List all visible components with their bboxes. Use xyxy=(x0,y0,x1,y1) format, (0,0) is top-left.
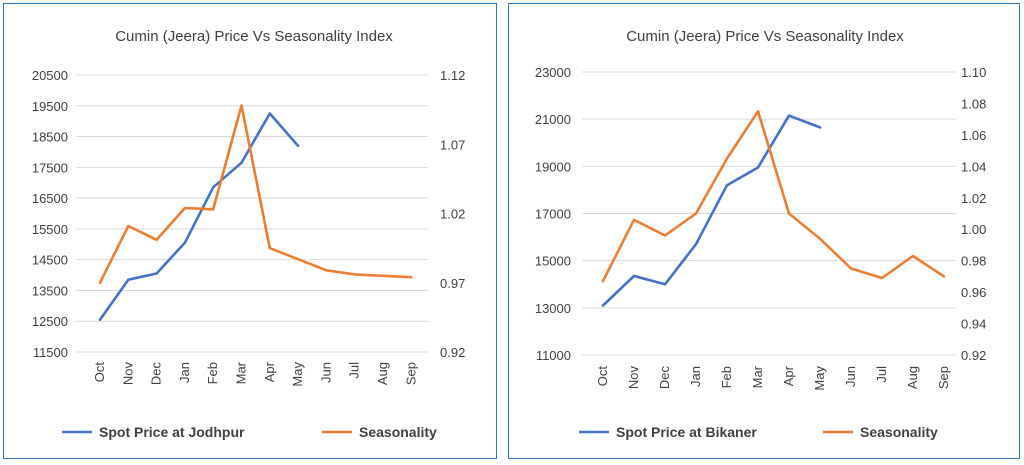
x-tick-label: Oct xyxy=(595,366,610,387)
y-right-tick-label: 0.92 xyxy=(961,348,986,363)
x-tick-label: Dec xyxy=(149,362,164,386)
y-left-tick-label: 17000 xyxy=(535,207,571,222)
legend-label: Spot Price at Bikaner xyxy=(616,424,757,440)
x-tick-label: Feb xyxy=(719,366,734,388)
x-tick-label: May xyxy=(812,366,827,391)
y-left-tick-label: 19000 xyxy=(535,159,571,174)
y-right-tick-label: 0.94 xyxy=(961,317,986,332)
y-left-tick-label: 20500 xyxy=(32,68,68,83)
legend-label: Seasonality xyxy=(359,424,437,440)
y-right-tick-label: 1.04 xyxy=(961,159,986,174)
y-left-tick-label: 17500 xyxy=(32,160,68,175)
x-tick-label: Apr xyxy=(781,365,796,386)
y-right-tick-label: 1.10 xyxy=(961,65,986,80)
chart-jodhpur: Cumin (Jeera) Price Vs Seasonality Index… xyxy=(32,28,465,440)
y-right-tick-label: 1.02 xyxy=(961,191,986,206)
y-left-tick-label: 11000 xyxy=(536,348,571,363)
series-line-seasonality xyxy=(98,104,413,285)
y-left-tick-label: 16500 xyxy=(32,191,68,206)
x-tick-label: Nov xyxy=(626,366,641,390)
y-right-tick-label: 0.98 xyxy=(961,254,986,269)
y-left-tick-label: 21000 xyxy=(535,112,571,127)
x-tick-label: Apr xyxy=(262,361,277,382)
x-tick-label: Aug xyxy=(905,366,920,389)
series-line-seasonality xyxy=(601,110,946,283)
y-right-tick-label: 1.08 xyxy=(961,96,986,111)
legend-label: Spot Price at Jodhpur xyxy=(99,424,245,440)
x-tick-label: Aug xyxy=(375,362,390,385)
y-left-tick-label: 13000 xyxy=(535,301,571,316)
legend-label: Seasonality xyxy=(860,424,938,440)
x-tick-label: Jun xyxy=(318,362,333,383)
y-right-tick-label: 0.92 xyxy=(440,345,465,360)
x-tick-label: Sep xyxy=(936,366,951,389)
y-right-tick-label: 0.96 xyxy=(961,285,986,300)
y-left-tick-label: 23000 xyxy=(535,65,571,80)
x-tick-label: Jul xyxy=(347,362,362,379)
x-tick-label: Dec xyxy=(657,366,672,390)
series-line-spot-price-at-jodhpur xyxy=(98,112,300,322)
y-right-tick-label: 1.02 xyxy=(440,207,465,222)
y-right-tick-label: 1.00 xyxy=(961,222,986,237)
y-left-tick-label: 15000 xyxy=(535,254,571,269)
x-tick-label: Sep xyxy=(403,362,418,385)
x-tick-label: May xyxy=(290,362,305,387)
x-tick-label: Oct xyxy=(92,362,107,383)
y-right-tick-label: 1.06 xyxy=(961,128,986,143)
y-left-tick-label: 19500 xyxy=(32,99,68,114)
x-tick-label: Jul xyxy=(874,366,889,383)
chart-title: Cumin (Jeera) Price Vs Seasonality Index xyxy=(115,28,393,45)
series-line-spot-price-at-bikaner xyxy=(601,114,822,307)
y-left-tick-label: 12500 xyxy=(32,314,68,329)
y-left-tick-label: 14500 xyxy=(32,253,68,268)
y-right-tick-label: 1.07 xyxy=(440,137,465,152)
y-left-tick-label: 13500 xyxy=(32,283,68,298)
y-left-tick-label: 18500 xyxy=(32,130,68,145)
x-tick-label: Feb xyxy=(205,362,220,384)
chart-title: Cumin (Jeera) Price Vs Seasonality Index xyxy=(626,28,904,45)
x-tick-label: Jan xyxy=(177,362,192,383)
y-left-tick-label: 15500 xyxy=(32,222,68,237)
chart-bikaner: Cumin (Jeera) Price Vs Seasonality Index… xyxy=(535,28,986,440)
x-tick-label: Jan xyxy=(688,366,703,387)
x-tick-label: Jun xyxy=(843,366,858,387)
y-right-tick-label: 0.97 xyxy=(440,276,465,291)
y-left-tick-label: 11500 xyxy=(33,345,68,360)
y-right-tick-label: 1.12 xyxy=(440,68,465,83)
x-tick-label: Mar xyxy=(750,365,765,388)
x-tick-label: Nov xyxy=(120,362,135,386)
chart-panel-jodhpur: Cumin (Jeera) Price Vs Seasonality Index… xyxy=(3,3,497,459)
x-tick-label: Mar xyxy=(234,361,249,384)
chart-panel-bikaner: Cumin (Jeera) Price Vs Seasonality Index… xyxy=(508,3,1020,459)
